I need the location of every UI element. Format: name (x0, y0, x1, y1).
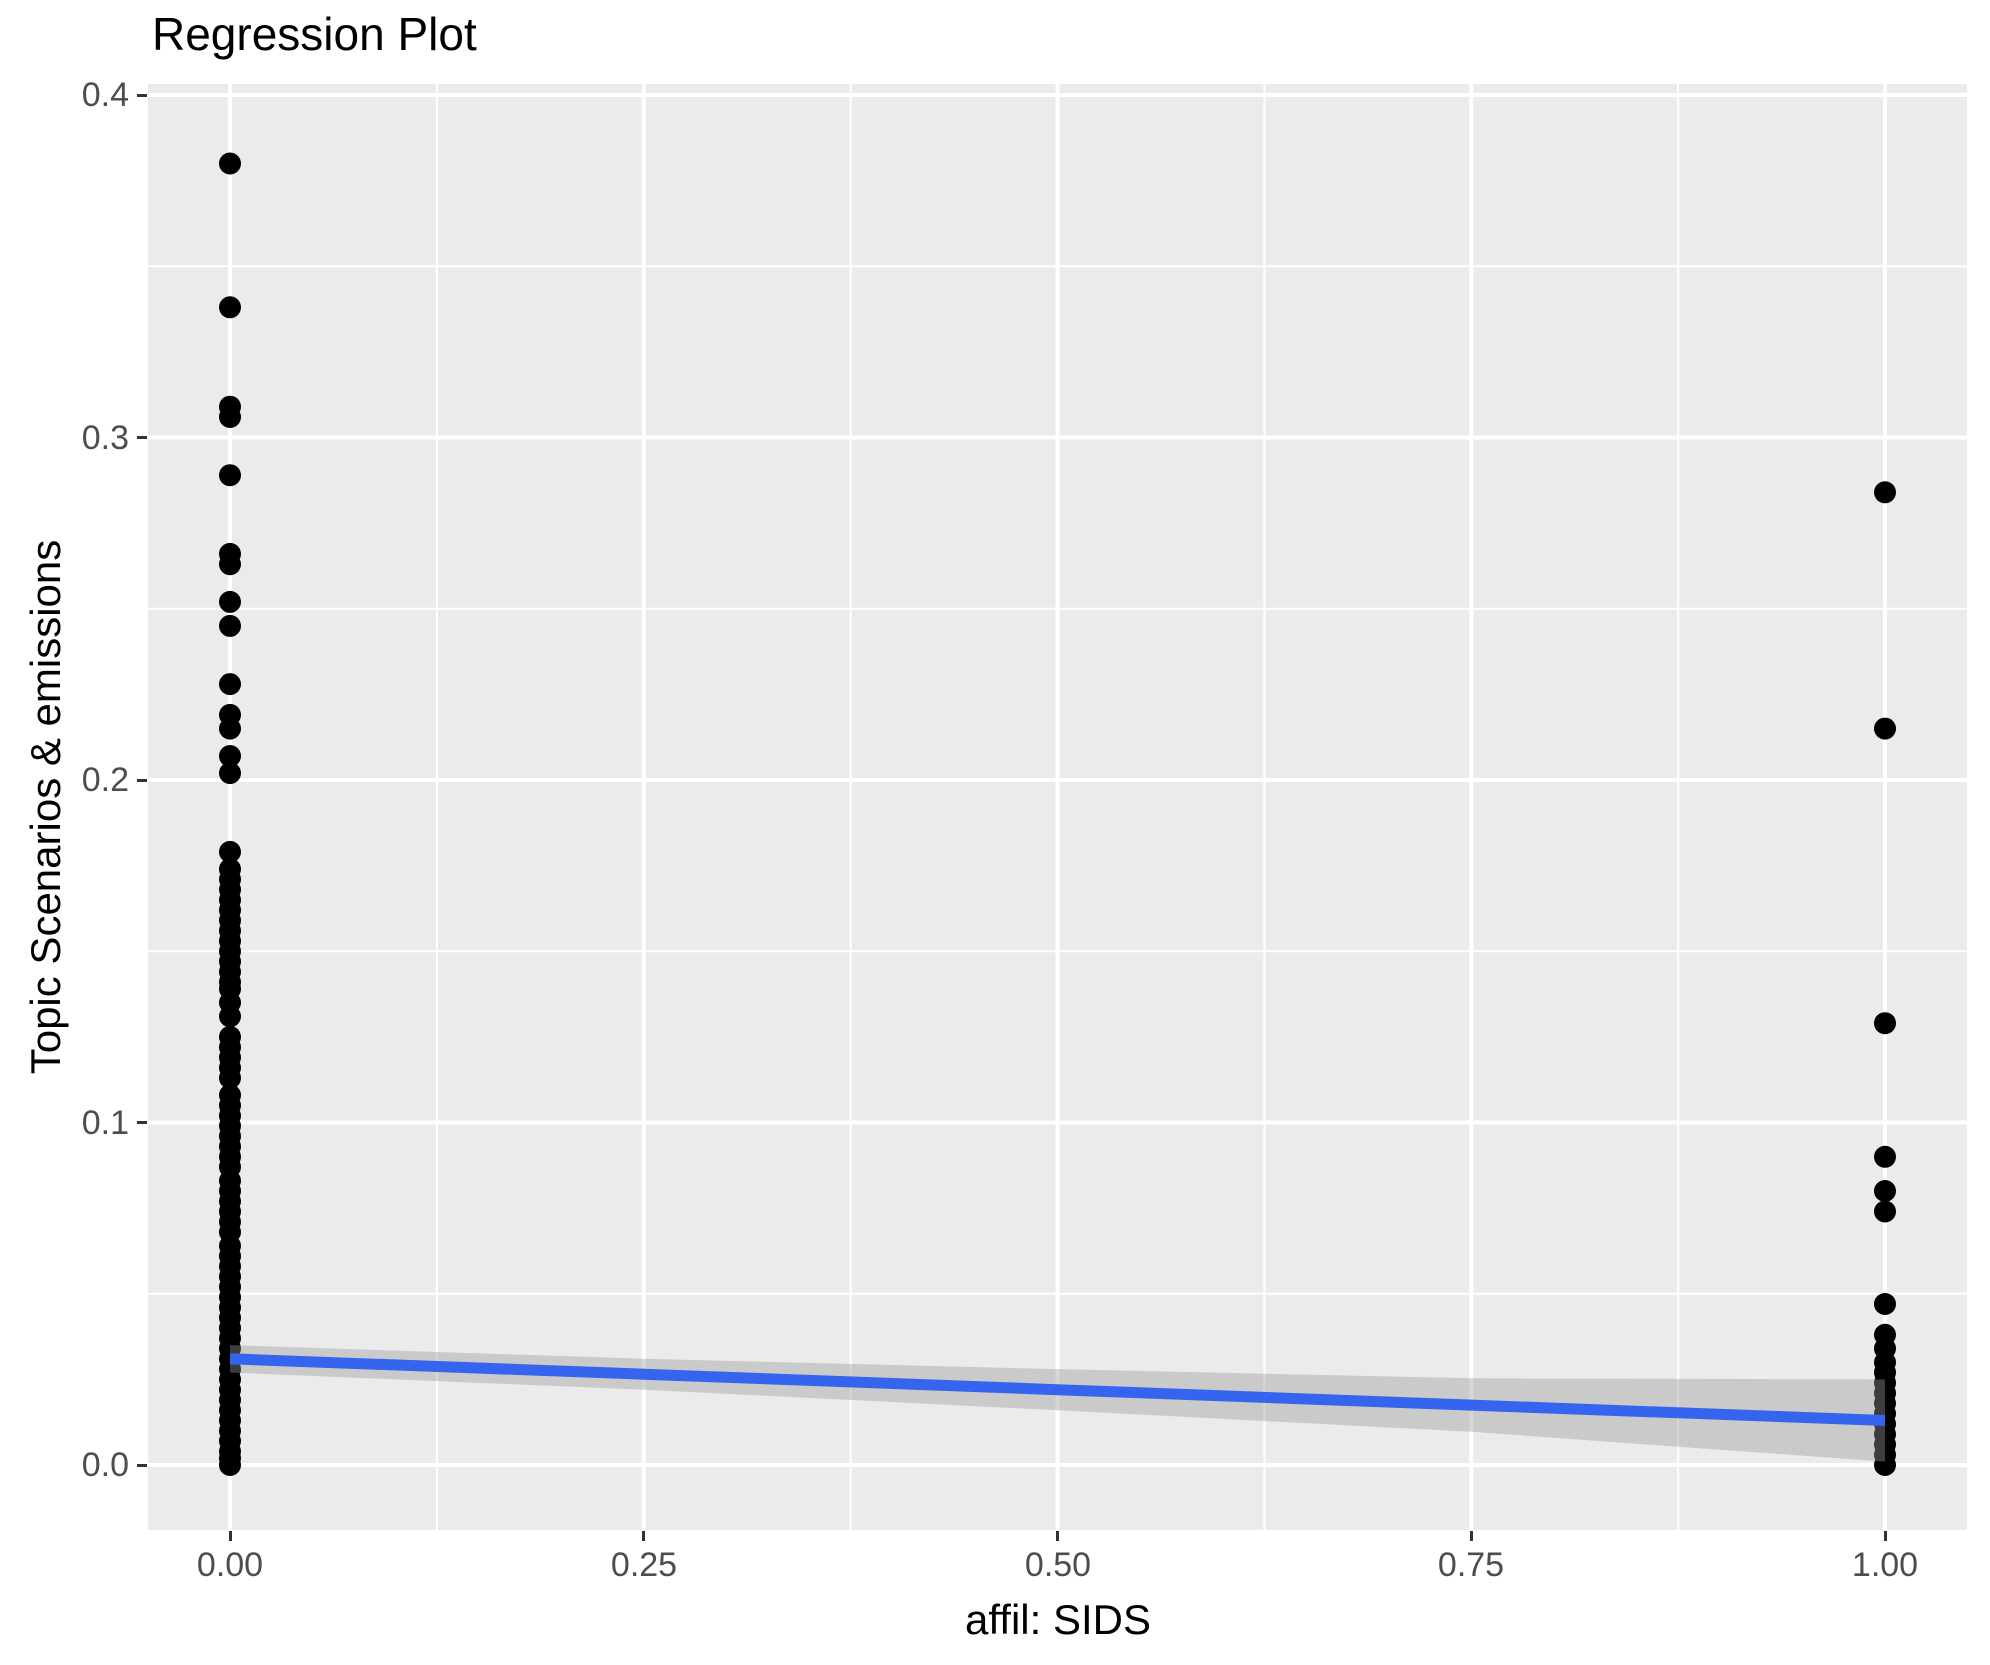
data-point (219, 152, 241, 175)
y-tick-label: 0.1 (81, 1104, 129, 1142)
y-tick-mark (137, 94, 147, 97)
regression-line (229, 1353, 1886, 1426)
y-tick-mark (137, 436, 147, 439)
data-point (219, 296, 241, 319)
data-point (219, 464, 241, 487)
x-tick-label: 0.50 (1024, 1546, 1092, 1584)
data-point (1874, 1012, 1896, 1035)
data-point (219, 762, 241, 785)
data-point (1874, 481, 1896, 504)
x-tick-label: 0.25 (610, 1546, 678, 1584)
y-tick-mark (137, 1121, 147, 1124)
data-point (1874, 1180, 1896, 1202)
y-tick-label: 0.3 (81, 419, 129, 457)
data-point (219, 1005, 241, 1028)
y-tick-label: 0.2 (81, 761, 129, 799)
data-point (219, 1454, 241, 1476)
x-tick-label: 0.00 (196, 1546, 264, 1584)
data-point (1874, 1293, 1896, 1315)
y-tick-mark (137, 779, 147, 782)
x-tick-mark (229, 1531, 232, 1541)
data-point (1874, 1454, 1896, 1476)
x-tick-mark (1470, 1531, 1473, 1541)
data-point (219, 1067, 241, 1089)
y-tick-label: 0.4 (81, 76, 129, 114)
x-tick-mark (642, 1531, 645, 1541)
data-point (219, 745, 241, 767)
data-point (219, 406, 241, 428)
y-tick-mark (137, 1464, 147, 1467)
plot-title: Regression Plot (152, 8, 477, 60)
x-tick-label: 1.00 (1851, 1546, 1919, 1584)
data-point (219, 673, 241, 696)
data-point (1874, 717, 1896, 740)
plot-canvas (148, 84, 1967, 1530)
x-axis-title: affil: SIDS (965, 1596, 1151, 1643)
x-tick-mark (1056, 1531, 1059, 1541)
x-tick-label: 0.75 (1437, 1546, 1505, 1584)
data-point (1874, 1145, 1896, 1168)
x-tick-mark (1884, 1531, 1887, 1541)
data-point (219, 840, 241, 863)
data-point (219, 717, 241, 740)
data-point (219, 590, 241, 613)
data-point (219, 614, 241, 637)
plot-panel (148, 84, 1967, 1530)
data-point (219, 553, 241, 576)
data-point (1874, 1200, 1896, 1223)
y-axis-title: Topic Scenarios & emissions (22, 539, 69, 1075)
y-tick-label: 0.0 (81, 1446, 129, 1484)
